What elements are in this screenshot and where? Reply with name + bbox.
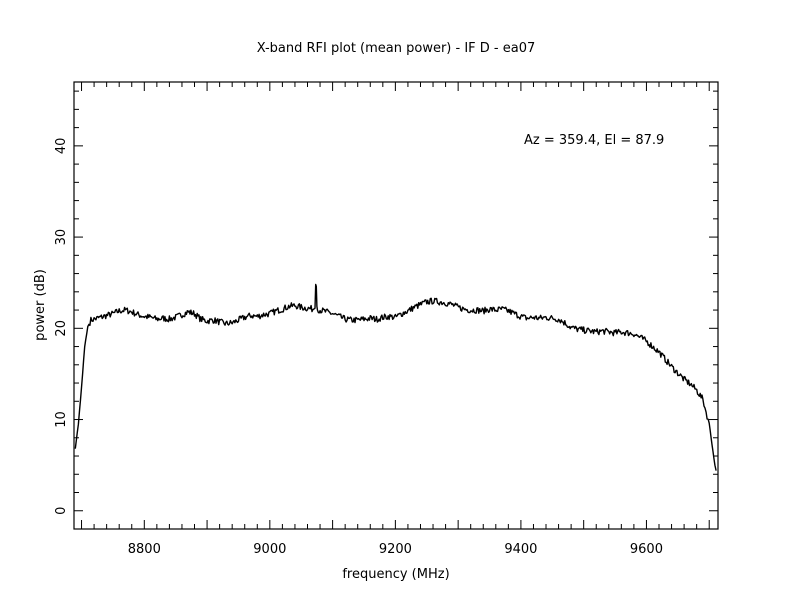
y-tick-label: 40 bbox=[54, 138, 69, 155]
x-tick-label: 9000 bbox=[253, 542, 286, 557]
chart-title: X-band RFI plot (mean power) - IF D - ea… bbox=[257, 41, 536, 56]
y-tick-label: 20 bbox=[54, 320, 69, 337]
plot-frame bbox=[73, 81, 719, 530]
axis-tick-labels: 8800 9000 9200 9400 9600 0 10 20 30 40 bbox=[54, 138, 663, 557]
x-tick-label: 9400 bbox=[504, 542, 537, 557]
az-el-annotation: Az = 359.4, El = 87.9 bbox=[524, 133, 664, 148]
power-spectrum-line bbox=[74, 283, 717, 471]
x-tick-label: 9600 bbox=[630, 542, 663, 557]
y-tick-label: 10 bbox=[54, 411, 69, 428]
y-tick-label: 0 bbox=[54, 507, 69, 515]
x-tick-label: 9200 bbox=[379, 542, 412, 557]
x-tick-label: 8800 bbox=[128, 542, 161, 557]
x-axis-label: frequency (MHz) bbox=[342, 567, 449, 582]
axis-ticks bbox=[74, 82, 718, 529]
y-axis-label: power (dB) bbox=[33, 269, 48, 341]
y-tick-label: 30 bbox=[54, 229, 69, 246]
